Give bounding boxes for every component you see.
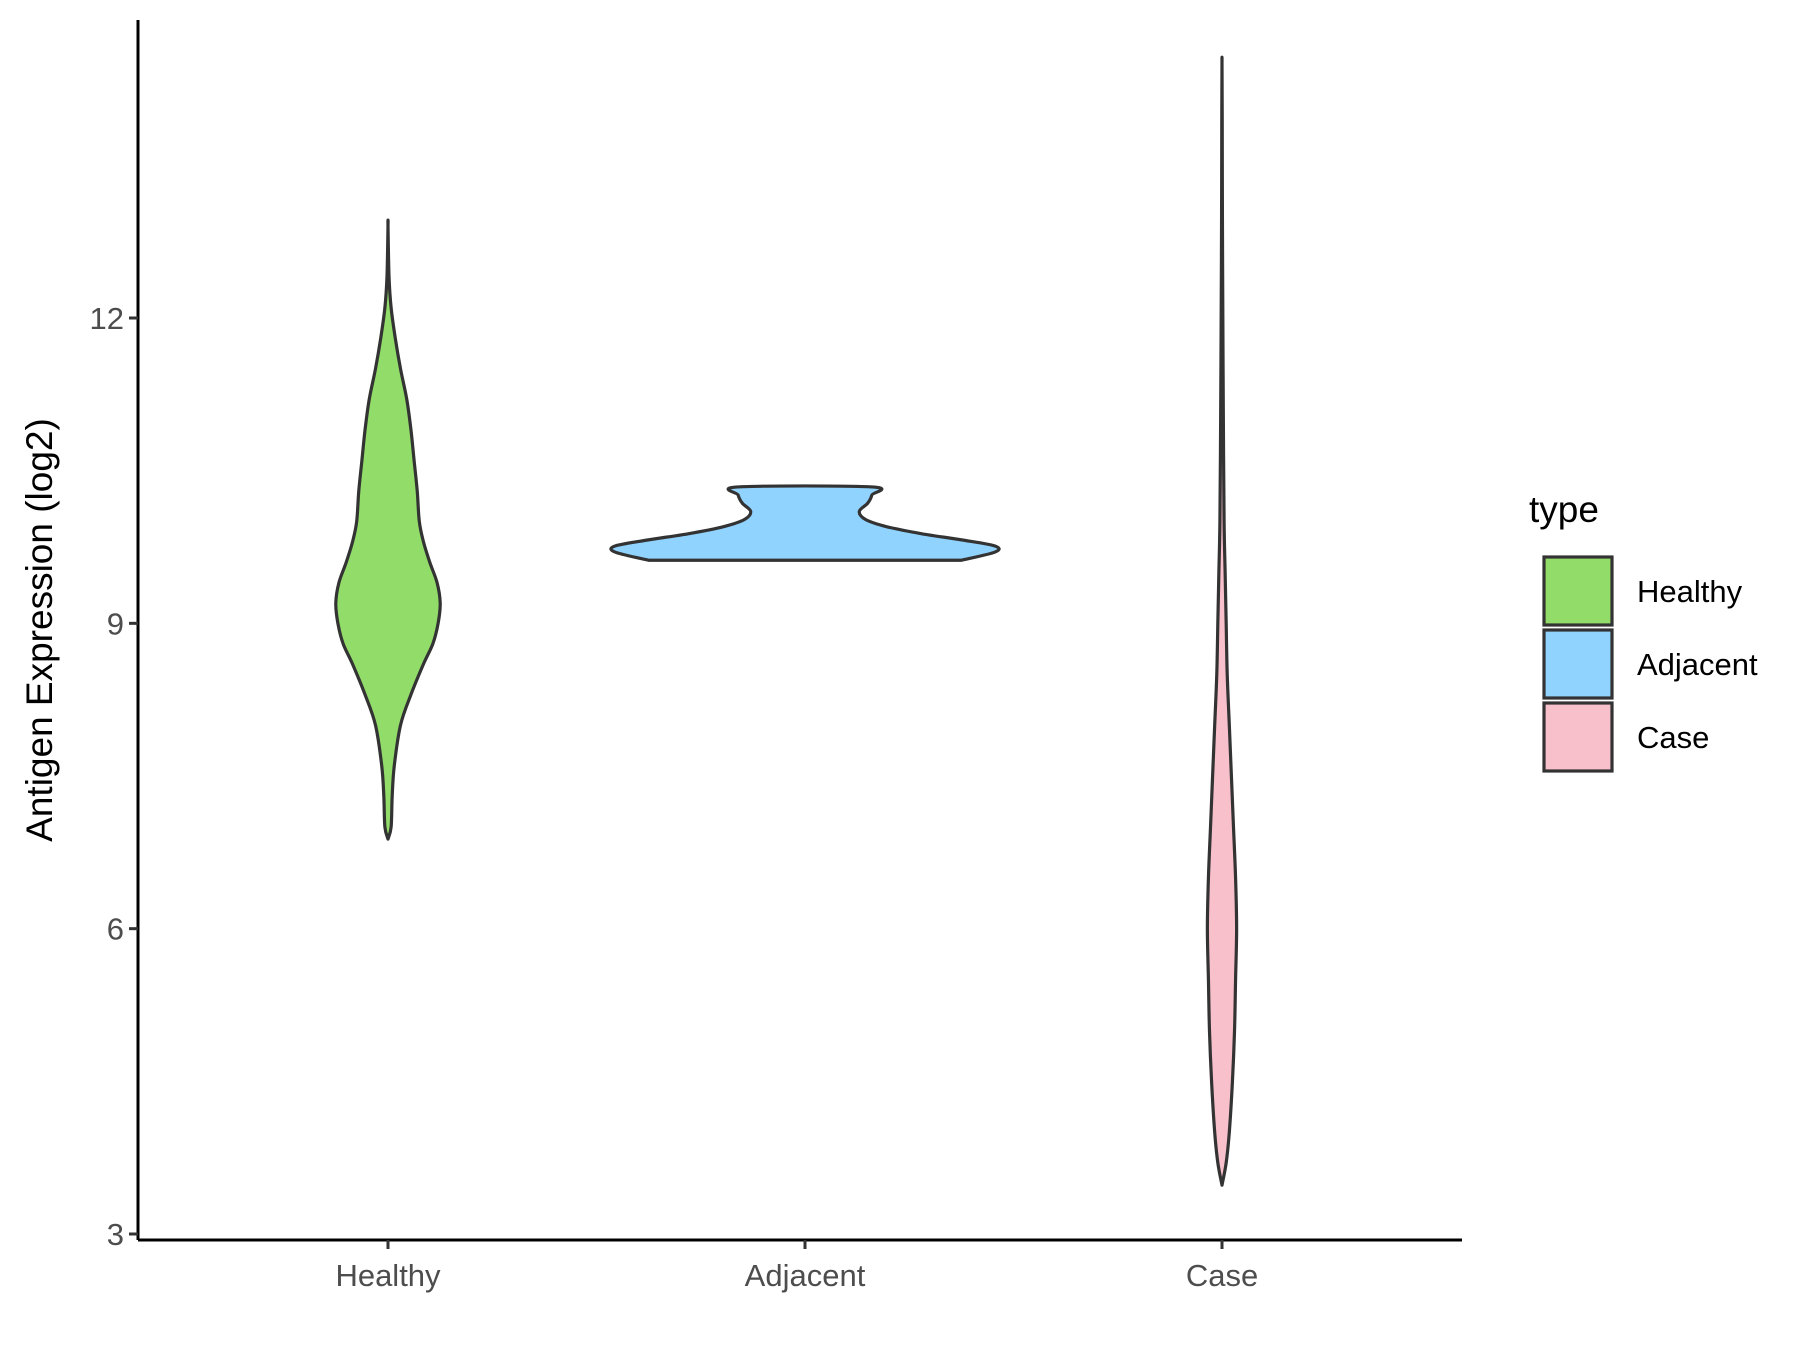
violin-adjacent <box>609 484 1001 562</box>
y-tick-label: 12 <box>90 301 124 336</box>
violin-healthy <box>334 218 442 841</box>
y-axis-title: Antigen Expression (log2) <box>19 418 60 842</box>
y-tick-label: 3 <box>107 1217 124 1252</box>
x-tick-label: Healthy <box>335 1258 441 1293</box>
x-tick-label: Adjacent <box>745 1258 866 1293</box>
violin-case <box>1205 55 1239 1187</box>
legend-key-adjacent <box>1542 628 1614 700</box>
y-tick-label: 9 <box>107 606 124 641</box>
axes-layer: 3 6 9 12 Healthy Adjacent Case <box>90 20 1462 1293</box>
legend-key-healthy <box>1542 555 1614 627</box>
legend-title: type <box>1529 489 1599 530</box>
legend-label-adjacent: Adjacent <box>1637 647 1758 682</box>
legend-label-healthy: Healthy <box>1637 574 1743 609</box>
legend-key-case <box>1542 701 1614 773</box>
y-tick-label: 6 <box>107 912 124 947</box>
x-tick-label: Case <box>1186 1258 1258 1293</box>
violins-layer <box>334 55 1239 1187</box>
legend: Healthy Adjacent Case <box>1542 555 1758 773</box>
legend-label-case: Case <box>1637 720 1709 755</box>
